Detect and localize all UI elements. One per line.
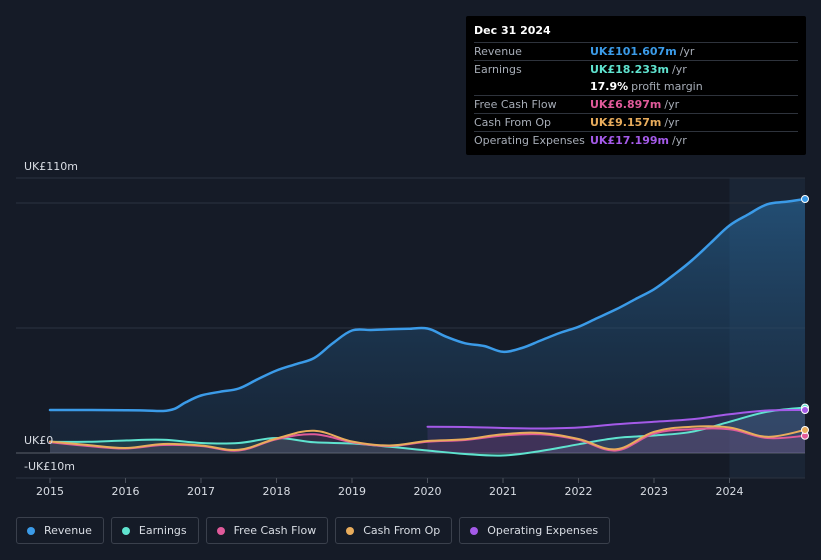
legend-item-operating-expenses[interactable]: Operating Expenses (459, 517, 611, 544)
legend-label: Free Cash Flow (233, 524, 317, 537)
tooltip-row-value: UK£101.607m (590, 45, 677, 58)
x-tick-label-2022: 2022 (564, 485, 592, 498)
legend-label: Cash From Op (363, 524, 441, 537)
x-tick-label-2024: 2024 (715, 485, 743, 498)
legend-dot-icon (216, 526, 225, 535)
x-tick-label-2018: 2018 (262, 485, 290, 498)
tooltip-row: Operating Expenses UK£17.199m/yr (474, 131, 798, 149)
x-tick-label-2021: 2021 (489, 485, 517, 498)
cash-from-op-end-point (801, 426, 809, 434)
tooltip-row: Revenue UK£101.607m/yr (474, 42, 798, 60)
legend-dot-icon (27, 526, 35, 535)
y-axis-top-label: UK£110m (24, 160, 78, 173)
legend-dot-icon (121, 526, 130, 535)
tooltip-row-value: UK£18.233m (590, 63, 670, 76)
tooltip-row-value: UK£9.157m (590, 116, 662, 129)
legend-label: Earnings (138, 524, 187, 537)
tooltip-row: 17.9% profit margin (474, 78, 798, 95)
x-tick-label-2015: 2015 (36, 485, 64, 498)
tooltip-row-unit: profit margin (631, 80, 703, 93)
tooltip-row-unit: /yr (664, 116, 680, 129)
free-cash-flow-area (50, 428, 805, 453)
tooltip-row-label (474, 78, 590, 95)
legend: Revenue Earnings Free Cash Flow Cash From O… (16, 517, 611, 544)
tooltip-row-label: Cash From Op (474, 116, 552, 129)
legend-label: Revenue (44, 524, 92, 537)
tooltip-panel: Dec 31 2024 Revenue UK£101.607m/yr Earning… (466, 16, 806, 155)
tooltip-row: Free Cash Flow UK£6.897m/yr (474, 95, 798, 113)
operating-expenses-line (426, 408, 806, 430)
earnings-line (49, 406, 806, 457)
x-tick-label-2017: 2017 (187, 485, 215, 498)
revenue-line (48, 197, 807, 413)
revenue-end-point (801, 195, 809, 203)
x-tick-label-2019: 2019 (338, 485, 366, 498)
tooltip-date: Dec 31 2024 (474, 24, 551, 37)
tooltip-row: Cash From Op UK£9.157m/yr (474, 113, 798, 131)
x-tick-label-2023: 2023 (640, 485, 668, 498)
legend-item-revenue[interactable]: Revenue (16, 517, 104, 544)
y-axis-neg-label: -UK£10m (24, 460, 75, 473)
operating-expenses-end-point (801, 406, 809, 414)
tooltip-row-value: UK£6.897m (590, 98, 662, 111)
tooltip-row-unit: /yr (664, 98, 680, 111)
legend-dot-icon (470, 526, 479, 535)
tooltip-row-unit: /yr (679, 45, 695, 58)
legend-item-earnings[interactable]: Earnings (110, 517, 199, 544)
tooltip-row-label: Operating Expenses (474, 134, 585, 147)
tooltip-row-unit: /yr (672, 134, 687, 147)
legend-label: Operating Expenses (487, 524, 599, 537)
tooltip-row-label: Earnings (474, 63, 522, 76)
tooltip-row-unit: /yr (672, 63, 687, 76)
legend-item-cash-from-op[interactable]: Cash From Op (335, 517, 453, 544)
tooltip-row: Earnings UK£18.233m/yr (474, 60, 798, 78)
x-tick-label-2020: 2020 (413, 485, 441, 498)
tooltip-row-label: Free Cash Flow (474, 98, 557, 111)
tooltip-row-value: 17.9% (590, 80, 629, 93)
tooltip-row-value: UK£17.199m (590, 134, 670, 147)
y-axis-zero-label: UK£0 (24, 434, 53, 447)
x-tick-label-2016: 2016 (111, 485, 139, 498)
tooltip-row-label: Revenue (474, 45, 522, 58)
legend-item-free-cash-flow[interactable]: Free Cash Flow (205, 517, 329, 544)
operating-expenses-area (427, 409, 805, 453)
legend-dot-icon (346, 526, 355, 535)
cash-from-op-line (49, 425, 806, 451)
